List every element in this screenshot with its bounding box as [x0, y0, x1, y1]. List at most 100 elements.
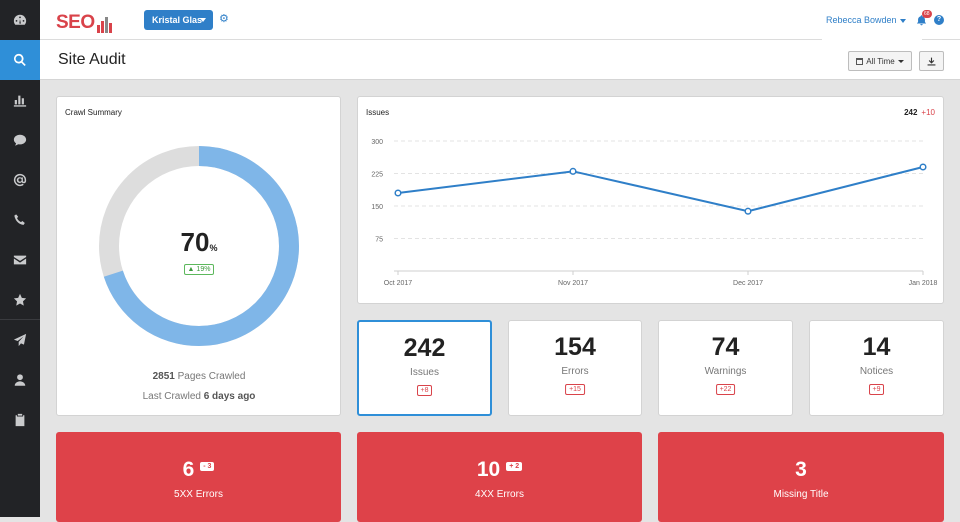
donut-filled — [99, 146, 299, 346]
error-tile-label: 4XX Errors — [475, 489, 524, 500]
help-icon[interactable]: ? — [934, 15, 944, 25]
error-tile-5xx[interactable]: 6 - 3 5XX Errors — [56, 432, 341, 522]
crawl-summary-title: Crawl Summary — [65, 108, 122, 117]
at-icon — [13, 173, 27, 187]
gear-icon[interactable]: ⚙ — [219, 13, 229, 25]
issues-chart-title: Issues — [366, 108, 390, 117]
error-tile-label: Missing Title — [773, 489, 829, 500]
phone-icon — [14, 214, 25, 225]
sidebar-item-calls[interactable] — [0, 200, 40, 240]
stat-change-badge: +9 — [868, 384, 885, 395]
comment-icon — [13, 134, 27, 146]
last-crawled-value: 6 days ago — [203, 391, 256, 402]
stat-card-errors[interactable]: 154 Errors +15 — [508, 320, 642, 416]
y-tick-label: 75 — [375, 237, 383, 244]
error-tile-4xx[interactable]: 10 + 2 4XX Errors — [357, 432, 642, 522]
data-point — [394, 189, 402, 197]
x-tick-label: Dec 2017 — [733, 280, 763, 287]
sidebar-item-email[interactable] — [0, 240, 40, 280]
stat-card-warnings[interactable]: 74 Warnings +22 — [658, 320, 793, 416]
error-tile-value: 10 — [476, 458, 501, 481]
series-line — [397, 166, 924, 213]
search-icon — [14, 53, 26, 67]
stat-label: Notices — [859, 366, 894, 377]
sidebar-item-tasks[interactable] — [0, 400, 40, 440]
stat-card-issues[interactable]: 242 Issues +8 — [357, 320, 492, 416]
date-range-label: All Time — [866, 56, 895, 66]
sidebar-item-mentions[interactable] — [0, 160, 40, 200]
issues-line-chart: 300 225 150 75 Oct 2017 Nov 2017 Dec 2017 Jan 2… — [371, 139, 938, 287]
crawl-percent-value: 70 — [180, 227, 210, 257]
x-tick-label: Nov 2017 — [558, 280, 588, 287]
y-tick-label: 150 — [371, 204, 383, 211]
x-tick-label: Jan 2018 — [909, 280, 938, 287]
stat-change-badge: +15 — [565, 384, 585, 395]
error-tile-value: 6 — [182, 458, 195, 481]
sidebar-item-reports[interactable] — [0, 80, 40, 120]
crawl-percent-unit: % — [209, 243, 218, 253]
client-selector-button[interactable]: Kristal Glas — [144, 10, 213, 30]
notification-count-badge: 68 — [922, 10, 932, 18]
user-icon — [14, 374, 26, 386]
stat-value: 242 — [403, 334, 446, 362]
download-button[interactable] — [919, 51, 944, 71]
last-crawled-text: Last Crawled 6 days ago — [57, 391, 341, 402]
client-name: Kristal Glas — [152, 15, 203, 25]
stat-change-badge: +8 — [416, 385, 433, 396]
star-icon — [13, 293, 27, 306]
download-icon — [927, 57, 936, 65]
sidebar-item-search[interactable] — [0, 40, 40, 80]
calendar-icon — [856, 57, 864, 65]
data-point — [744, 207, 752, 215]
stat-label: Issues — [410, 367, 439, 378]
sidebar — [0, 0, 40, 517]
pages-crawled-text: 2851 Pages Crawled — [57, 371, 341, 382]
data-point — [569, 167, 577, 175]
error-tile-value: 3 — [795, 458, 807, 481]
issues-chart-card: Issues 242 +10 300 225 150 75 Oct 2017 Nov 201… — [357, 96, 944, 304]
crawl-donut-chart: 70% ▲ 19% — [98, 145, 300, 347]
chevron-down-icon — [899, 18, 906, 23]
crawl-percent: 70% — [98, 227, 300, 258]
pages-crawled-label: Pages Crawled — [177, 371, 246, 382]
date-range-button[interactable]: All Time — [848, 51, 912, 71]
clipboard-icon — [15, 413, 25, 427]
crawl-percent-delta: ▲ 19% — [183, 264, 215, 275]
x-tick-label: Oct 2017 — [384, 280, 413, 287]
error-tile-label: 5XX Errors — [174, 489, 223, 500]
error-tile-value-row: 3 — [658, 458, 944, 482]
bar-chart-icon — [13, 95, 27, 107]
page-header: Site Audit All Time — [40, 40, 960, 80]
sidebar-divider — [0, 319, 40, 320]
stat-label: Errors — [561, 366, 589, 377]
data-point — [919, 163, 927, 171]
y-tick-label: 225 — [371, 172, 383, 179]
donut-center: 70% ▲ 19% — [98, 227, 300, 276]
envelope-icon — [13, 255, 27, 265]
error-tile-missing-title[interactable]: 3 Missing Title — [658, 432, 944, 522]
sidebar-item-comments[interactable] — [0, 120, 40, 160]
top-bar: SEO Kristal Glas ⚙ Rebecca Bowden 68 ? — [40, 0, 960, 40]
user-name: Rebecca Bowden — [826, 15, 897, 25]
chevron-down-icon — [897, 59, 904, 63]
stat-label: Warnings — [704, 366, 747, 377]
issues-total-value: 242 — [904, 108, 918, 117]
logo-text: SEO — [56, 12, 95, 33]
sidebar-item-reviews[interactable] — [0, 280, 40, 320]
crawl-percent-delta-value: 19% — [196, 266, 211, 273]
user-menu[interactable]: Rebecca Bowden — [826, 15, 906, 25]
stat-card-notices[interactable]: 14 Notices +9 — [809, 320, 944, 416]
sidebar-item-dashboard[interactable] — [0, 0, 40, 40]
chevron-down-icon — [200, 18, 206, 22]
last-crawled-label: Last Crawled — [142, 391, 201, 402]
pages-crawled-count: 2851 — [152, 371, 175, 382]
crawl-summary-card: Crawl Summary 70% ▲ 19% 2851 Pages Crawl… — [56, 96, 341, 416]
error-tile-change-badge: + 2 — [506, 462, 523, 471]
sidebar-item-contacts[interactable] — [0, 360, 40, 400]
sidebar-item-campaigns[interactable] — [0, 320, 40, 360]
stat-value: 74 — [711, 333, 740, 361]
page-title: Site Audit — [58, 51, 126, 68]
app-logo[interactable]: SEO — [56, 9, 112, 33]
issues-total: 242 +10 — [904, 108, 935, 117]
issues-total-change: +10 — [921, 108, 935, 117]
